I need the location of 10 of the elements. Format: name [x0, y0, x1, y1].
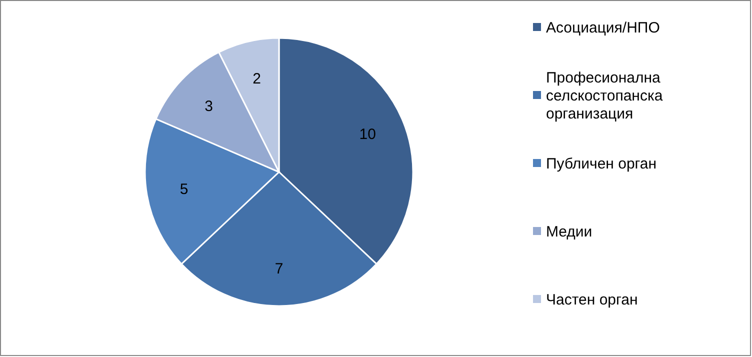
- data-label: 5: [180, 181, 188, 198]
- data-label: 7: [274, 260, 284, 278]
- legend-label: Професионална селскостопанска организация: [546, 69, 664, 122]
- legend-label: Асоциация/НПО: [546, 19, 660, 36]
- legend-label: Публичен орган: [546, 155, 657, 172]
- data-label: 3: [204, 98, 213, 116]
- legend-label: Частен орган: [546, 291, 638, 308]
- legend-label: Медии: [546, 223, 592, 240]
- data-label: 10: [359, 126, 376, 144]
- data-label: 2: [252, 70, 261, 88]
